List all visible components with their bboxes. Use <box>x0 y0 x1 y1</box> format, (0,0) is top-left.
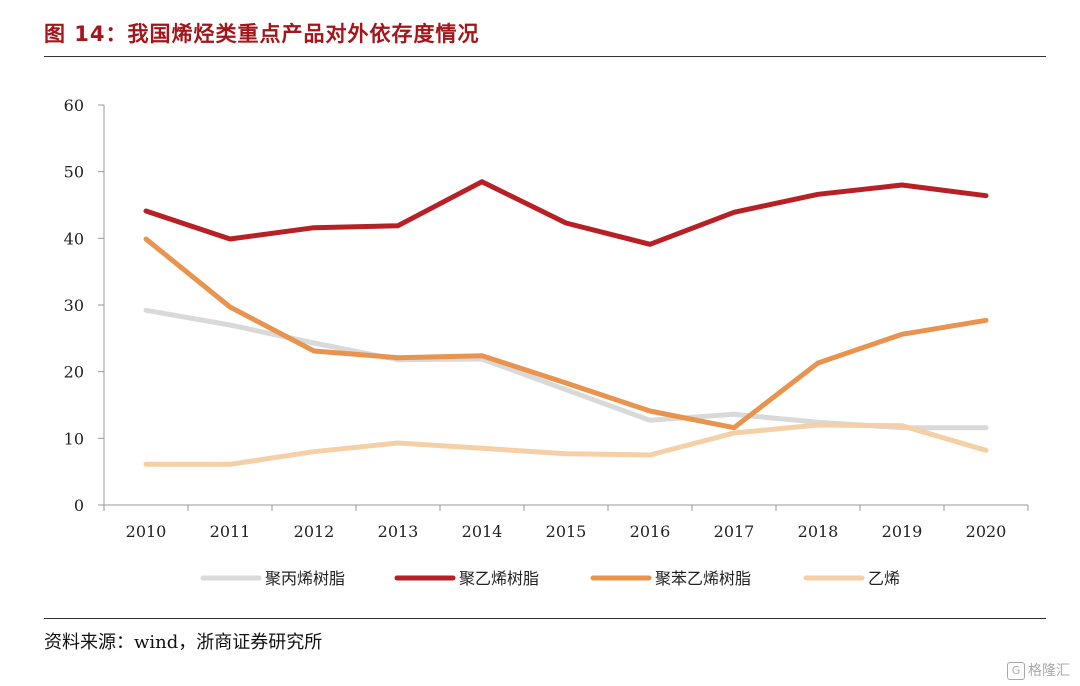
source-note: 资料来源：wind，浙商证券研究所 <box>44 632 323 653</box>
x-tick-label: 2013 <box>378 522 419 541</box>
x-tick-label: 2014 <box>462 522 503 541</box>
watermark-text: 格隆汇 <box>1028 663 1070 679</box>
y-tick-label: 60 <box>64 96 84 115</box>
series-line-3 <box>143 236 989 431</box>
x-tick-label: 2018 <box>798 522 839 541</box>
y-tick-label: 10 <box>64 429 84 448</box>
x-tick-label: 2015 <box>546 522 587 541</box>
legend-label-1: 聚丙烯树脂 <box>265 569 345 588</box>
x-tick-label: 2016 <box>630 522 671 541</box>
series-lines <box>143 179 989 467</box>
chart-legend: 聚丙烯树脂 聚乙烯树脂 聚苯乙烯树脂 乙烯 <box>200 569 900 588</box>
legend-label-4: 乙烯 <box>868 569 900 588</box>
watermark: G 格隆汇 <box>1007 660 1070 680</box>
x-tick-label: 2010 <box>126 522 167 541</box>
y-tick-label: 40 <box>64 229 84 248</box>
x-tick-label: 2012 <box>294 522 335 541</box>
watermark-logo-icon: G <box>1007 662 1025 680</box>
x-tick-label: 2019 <box>882 522 923 541</box>
x-tick-label: 2017 <box>714 522 755 541</box>
series-line-2 <box>143 179 989 247</box>
figure-title: 图 14：我国烯烃类重点产品对外依存度情况 <box>44 22 480 46</box>
source-divider <box>44 618 1046 619</box>
y-tick-label: 0 <box>74 496 84 515</box>
x-tick-label: 2020 <box>966 522 1007 541</box>
line-chart: 0 10 20 30 40 50 60 2010 2011 2012 2013 2014 2015 201… <box>64 96 1029 588</box>
x-tick-label: 2011 <box>210 522 251 541</box>
legend-label-3: 聚苯乙烯树脂 <box>655 569 751 588</box>
series-line-4 <box>143 422 989 467</box>
legend-label-2: 聚乙烯树脂 <box>459 569 539 588</box>
chart-axes: 0 10 20 30 40 50 60 2010 2011 2012 2013 2014 2015 201… <box>64 96 1029 541</box>
y-tick-label: 30 <box>64 296 84 315</box>
y-tick-label: 20 <box>64 363 84 382</box>
y-tick-label: 50 <box>64 163 84 182</box>
title-divider <box>44 56 1046 57</box>
